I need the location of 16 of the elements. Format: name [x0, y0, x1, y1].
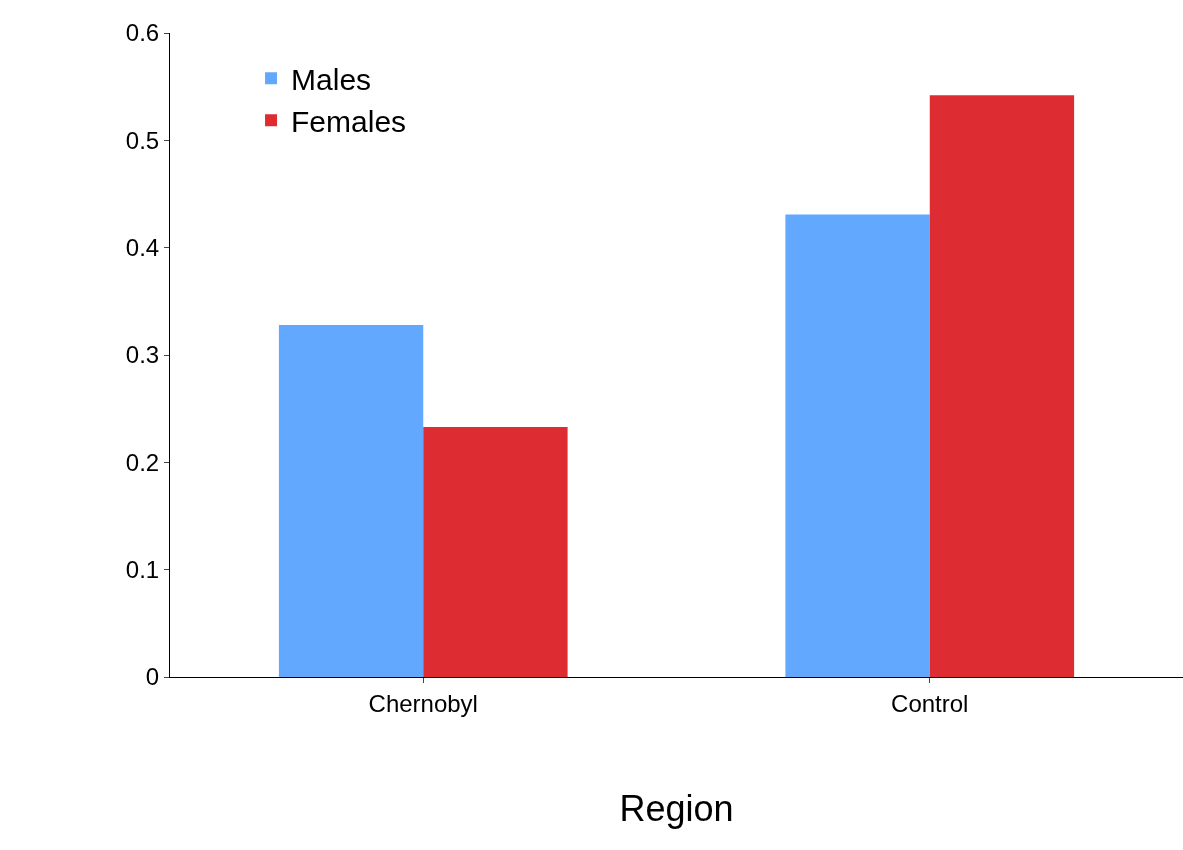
- legend-label: Males: [291, 63, 372, 97]
- y-tick-label: 0.2: [125, 448, 160, 476]
- bar: [929, 95, 1075, 677]
- bar: [785, 214, 930, 677]
- y-tick-label: 0.4: [125, 234, 160, 262]
- y-tick-label: 0.6: [125, 19, 160, 47]
- x-tick-label: Chernobyl: [368, 689, 478, 717]
- bar: [278, 324, 424, 677]
- y-tick-label: 0.1: [125, 556, 160, 584]
- x-axis-title: Region: [619, 788, 734, 830]
- y-tick-label: 0.3: [125, 341, 160, 369]
- x-tick-label: Control: [891, 689, 969, 717]
- legend-label: Females: [291, 105, 407, 139]
- y-tick-label: 0: [145, 663, 160, 691]
- bar: [423, 426, 568, 677]
- y-tick-label: 0.5: [125, 126, 160, 154]
